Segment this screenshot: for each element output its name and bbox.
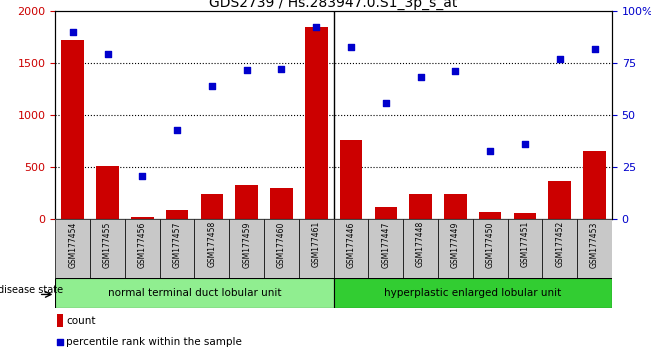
Bar xyxy=(264,219,299,278)
Bar xyxy=(583,150,606,219)
Bar xyxy=(473,219,508,278)
Point xyxy=(276,66,286,72)
Bar xyxy=(438,219,473,278)
Text: hyperplastic enlarged lobular unit: hyperplastic enlarged lobular unit xyxy=(384,288,561,298)
Bar xyxy=(333,278,612,308)
Bar xyxy=(542,219,577,278)
Text: normal terminal duct lobular unit: normal terminal duct lobular unit xyxy=(107,288,281,298)
Bar xyxy=(201,194,223,219)
Text: GSM177460: GSM177460 xyxy=(277,221,286,268)
Title: GDS2739 / Hs.283947.0.S1_3p_s_at: GDS2739 / Hs.283947.0.S1_3p_s_at xyxy=(210,0,458,10)
Text: GSM177450: GSM177450 xyxy=(486,221,495,268)
Point xyxy=(346,44,356,50)
Bar xyxy=(409,194,432,219)
Point xyxy=(519,142,530,147)
Bar xyxy=(159,219,195,278)
Text: GSM177446: GSM177446 xyxy=(346,221,355,268)
Text: GSM177457: GSM177457 xyxy=(173,221,182,268)
Bar xyxy=(236,185,258,219)
Text: GSM177455: GSM177455 xyxy=(103,221,112,268)
Bar xyxy=(444,194,467,219)
Point xyxy=(450,68,461,74)
Text: GSM177458: GSM177458 xyxy=(208,221,216,268)
Text: GSM177461: GSM177461 xyxy=(312,221,321,268)
Point xyxy=(206,83,217,88)
Point xyxy=(172,127,182,132)
Bar xyxy=(403,219,438,278)
Text: GSM177456: GSM177456 xyxy=(138,221,147,268)
Text: disease state: disease state xyxy=(0,285,63,295)
Text: GSM177453: GSM177453 xyxy=(590,221,599,268)
Text: GSM177449: GSM177449 xyxy=(451,221,460,268)
Bar xyxy=(125,219,159,278)
Point xyxy=(555,56,565,62)
Bar xyxy=(270,188,293,219)
Point xyxy=(68,29,78,34)
Point xyxy=(311,24,322,30)
Bar xyxy=(61,40,84,219)
Bar xyxy=(229,219,264,278)
Point xyxy=(381,100,391,105)
Bar xyxy=(340,140,363,219)
Text: GSM177447: GSM177447 xyxy=(381,221,391,268)
Bar xyxy=(96,166,119,219)
Text: GSM177454: GSM177454 xyxy=(68,221,77,268)
Bar xyxy=(55,278,333,308)
Point xyxy=(589,46,600,52)
Text: GSM177448: GSM177448 xyxy=(416,221,425,268)
Point xyxy=(242,67,252,73)
Point xyxy=(102,52,113,57)
Bar xyxy=(548,181,571,219)
Bar xyxy=(577,219,612,278)
Bar xyxy=(299,219,333,278)
Text: GSM177452: GSM177452 xyxy=(555,221,564,268)
Bar xyxy=(479,212,501,219)
Bar xyxy=(57,314,63,327)
Bar xyxy=(90,219,125,278)
Bar xyxy=(508,219,542,278)
Point xyxy=(485,148,495,153)
Point xyxy=(137,173,148,178)
Bar xyxy=(374,207,397,219)
Bar xyxy=(131,217,154,219)
Text: GSM177451: GSM177451 xyxy=(520,221,529,268)
Text: percentile rank within the sample: percentile rank within the sample xyxy=(66,337,242,348)
Text: GSM177459: GSM177459 xyxy=(242,221,251,268)
Bar xyxy=(305,27,327,219)
Text: count: count xyxy=(66,316,96,326)
Point xyxy=(55,340,65,346)
Bar xyxy=(514,213,536,219)
Point xyxy=(415,75,426,80)
Bar xyxy=(55,219,90,278)
Bar xyxy=(195,219,229,278)
Bar xyxy=(333,219,368,278)
Bar xyxy=(368,219,403,278)
Bar xyxy=(166,210,188,219)
